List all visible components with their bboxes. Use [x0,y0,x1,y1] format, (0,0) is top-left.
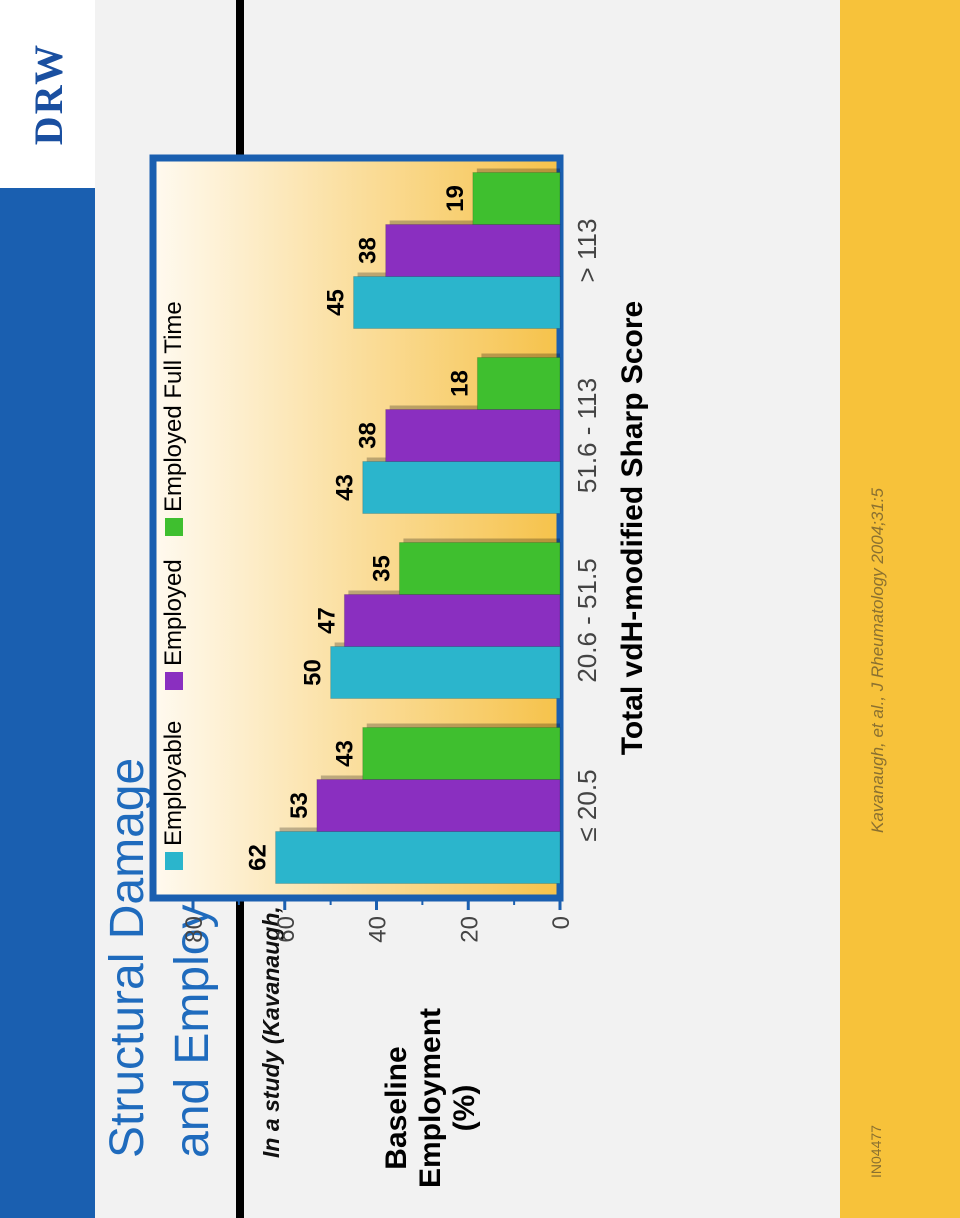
bar-value-label: 62 [245,844,272,871]
bar-value-label: 43 [332,740,359,767]
x-category-label: 51.6 - 113 [572,378,602,493]
bar [362,461,561,514]
bar-value-label: 38 [355,237,382,264]
bar [476,357,561,410]
bar-value-label: 53 [286,792,313,819]
bar [362,727,561,780]
bottom-yellow-band [840,0,960,1218]
bar [385,224,561,277]
bar [343,594,561,647]
bar [316,779,561,832]
plot-background [153,158,560,898]
x-axis-title: Total vdH-modified Sharp Score [616,301,649,756]
x-category-label: 20.6 - 51.5 [572,558,602,682]
logo: DRW [0,0,95,188]
legend-label: Employed Full Time [160,301,187,512]
bar-value-label: 43 [332,474,359,501]
bar-value-label: 50 [300,659,327,686]
x-category-label: ≤ 20.5 [572,769,602,841]
legend-swatch [165,672,183,690]
bar [472,172,561,225]
bar-value-label: 35 [368,555,395,582]
bar [330,646,561,699]
bar-value-label: 45 [323,289,350,316]
legend-label: Employable [160,721,187,846]
slide-code: IN04477 [868,1125,884,1178]
bar-value-label: 38 [355,422,382,449]
legend-swatch [165,518,183,536]
citation: Kavanaugh, et al., J Rheumatology 2004;3… [868,488,887,833]
y-axis-title: Baseline Employment (%) [380,1007,481,1188]
logo-wordmark: DRW [25,42,71,146]
chart-layer: 0 20 40 60 80 62 53 43 ≤ 20.5 50 47 35 20.6 - 51.5 43… [149,154,649,943]
y-tick-label: 0 [548,916,575,929]
x-category-label: > 113 [572,219,602,283]
y-tick-label: 40 [365,916,392,943]
bar [398,542,561,595]
legend-swatch [165,852,183,870]
bar [385,409,561,462]
plot-frame [149,154,564,902]
bar-chart: 0 20 40 60 80 62 53 43 ≤ 20.5 50 47 35 20.6 - 51.5 43… [149,154,649,943]
bar [275,831,561,884]
legend-label: Employed [160,559,187,666]
bar [353,276,561,329]
y-tick-label: 20 [456,916,483,943]
bar-value-label: 19 [442,185,469,212]
y-tick-label: 60 [273,916,300,943]
y-tick-label: 80 [181,916,208,943]
bar-value-label: 18 [446,370,473,397]
bar-value-label: 47 [313,607,340,634]
